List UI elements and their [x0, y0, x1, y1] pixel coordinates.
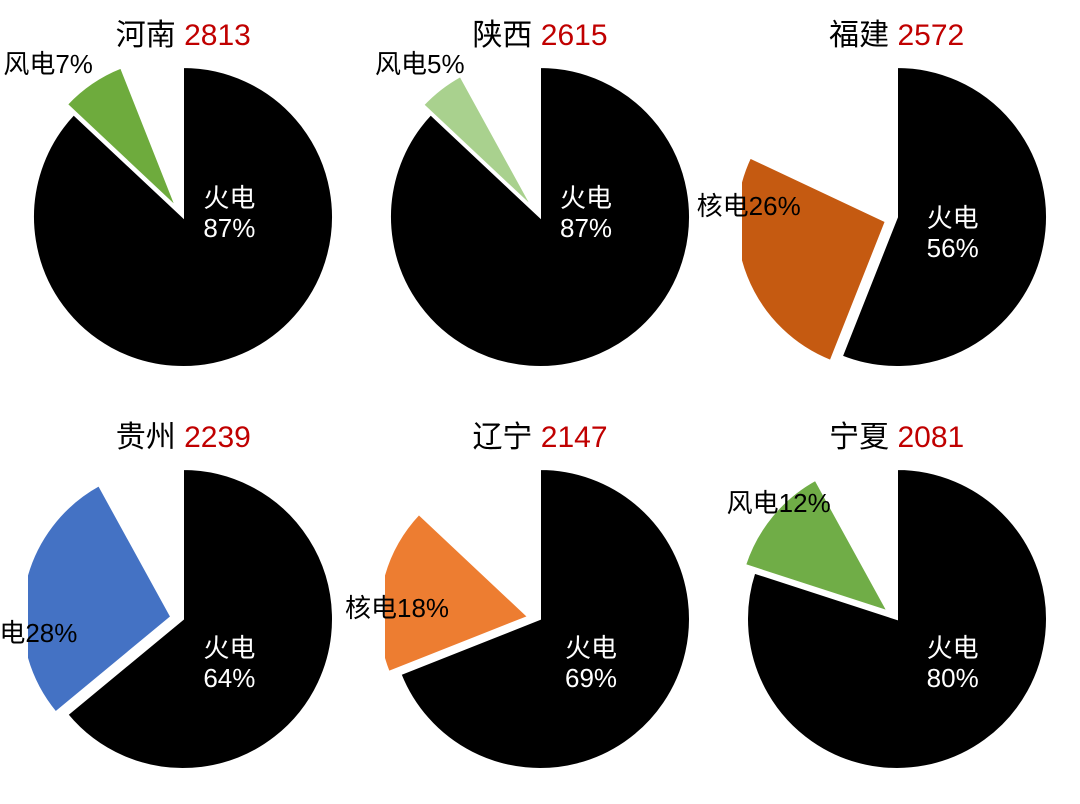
province-name: 河南 [116, 19, 176, 52]
province-value: 2572 [897, 19, 964, 52]
pie-chart: 火电56%核电26% [742, 62, 1052, 372]
pie-chart-grid: 河南 2813火电87%风电7%陕西 2615火电87%风电5%福建 2572火… [20, 10, 1060, 794]
slice-label: 水电28% [0, 619, 77, 649]
slice-label: 核电18% [345, 594, 449, 624]
slice-label: 火电80% [927, 634, 979, 694]
slice-label: 风电12% [727, 489, 831, 519]
pie-chart: 火电69%核电18% [385, 464, 695, 774]
chart-cell: 贵州 2239 火电64%水电28% [20, 412, 347, 794]
province-value: 2239 [184, 421, 251, 454]
chart-cell: 宁夏 2081 火电80%风电12% [733, 412, 1060, 794]
chart-title: 宁夏 2081 [829, 412, 964, 456]
chart-cell: 福建 2572 火电56%核电26% [733, 10, 1060, 392]
slice-label: 风电5% [375, 50, 465, 80]
province-name: 辽宁 [472, 421, 532, 454]
chart-title: 贵州 2239 [116, 412, 251, 456]
province-name: 陕西 [472, 19, 532, 52]
province-value: 2615 [541, 19, 608, 52]
chart-cell: 陕西 2615火电87%风电5% [377, 10, 704, 392]
slice-label: 火电69% [565, 634, 617, 694]
slice-label: 火电87% [203, 184, 255, 244]
slice-label: 核电26% [697, 192, 801, 222]
chart-title: 福建 2572 [829, 10, 964, 54]
province-name: 福建 [829, 19, 889, 52]
pie-chart: 火电87%风电7% [28, 62, 338, 372]
province-value: 2081 [897, 421, 964, 454]
province-name: 宁夏 [829, 421, 889, 454]
pie-chart: 火电64%水电28% [28, 464, 338, 774]
pie-chart: 火电87%风电5% [385, 62, 695, 372]
slice-label: 火电64% [203, 634, 255, 694]
province-value: 2147 [541, 421, 608, 454]
chart-title: 河南 2813 [116, 10, 251, 54]
province-name: 贵州 [116, 421, 176, 454]
chart-title: 陕西 2615 [472, 10, 607, 54]
chart-title: 辽宁 2147 [472, 412, 607, 456]
slice-label: 火电87% [560, 184, 612, 244]
chart-cell: 河南 2813 火电87%风电7% [20, 10, 347, 392]
pie-chart: 火电80%风电12% [742, 464, 1052, 774]
slice-label: 风电7% [3, 50, 93, 80]
slice-label: 火电56% [927, 204, 979, 264]
province-value: 2813 [184, 19, 251, 52]
chart-cell: 辽宁 2147 火电69%核电18% [377, 412, 704, 794]
